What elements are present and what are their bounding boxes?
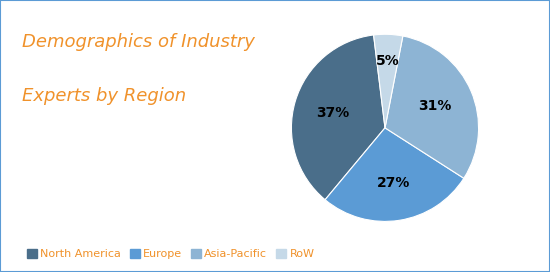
Text: 37%: 37%	[316, 106, 350, 119]
Text: 5%: 5%	[376, 54, 399, 67]
Text: Experts by Region: Experts by Region	[22, 87, 186, 105]
Wedge shape	[325, 128, 464, 221]
Wedge shape	[292, 35, 385, 200]
Wedge shape	[385, 36, 478, 178]
Text: 31%: 31%	[418, 100, 452, 113]
Text: 27%: 27%	[377, 176, 410, 190]
Wedge shape	[373, 34, 403, 128]
Text: Demographics of Industry: Demographics of Industry	[22, 33, 255, 51]
Legend: North America, Europe, Asia-Pacific, RoW: North America, Europe, Asia-Pacific, RoW	[22, 245, 319, 264]
